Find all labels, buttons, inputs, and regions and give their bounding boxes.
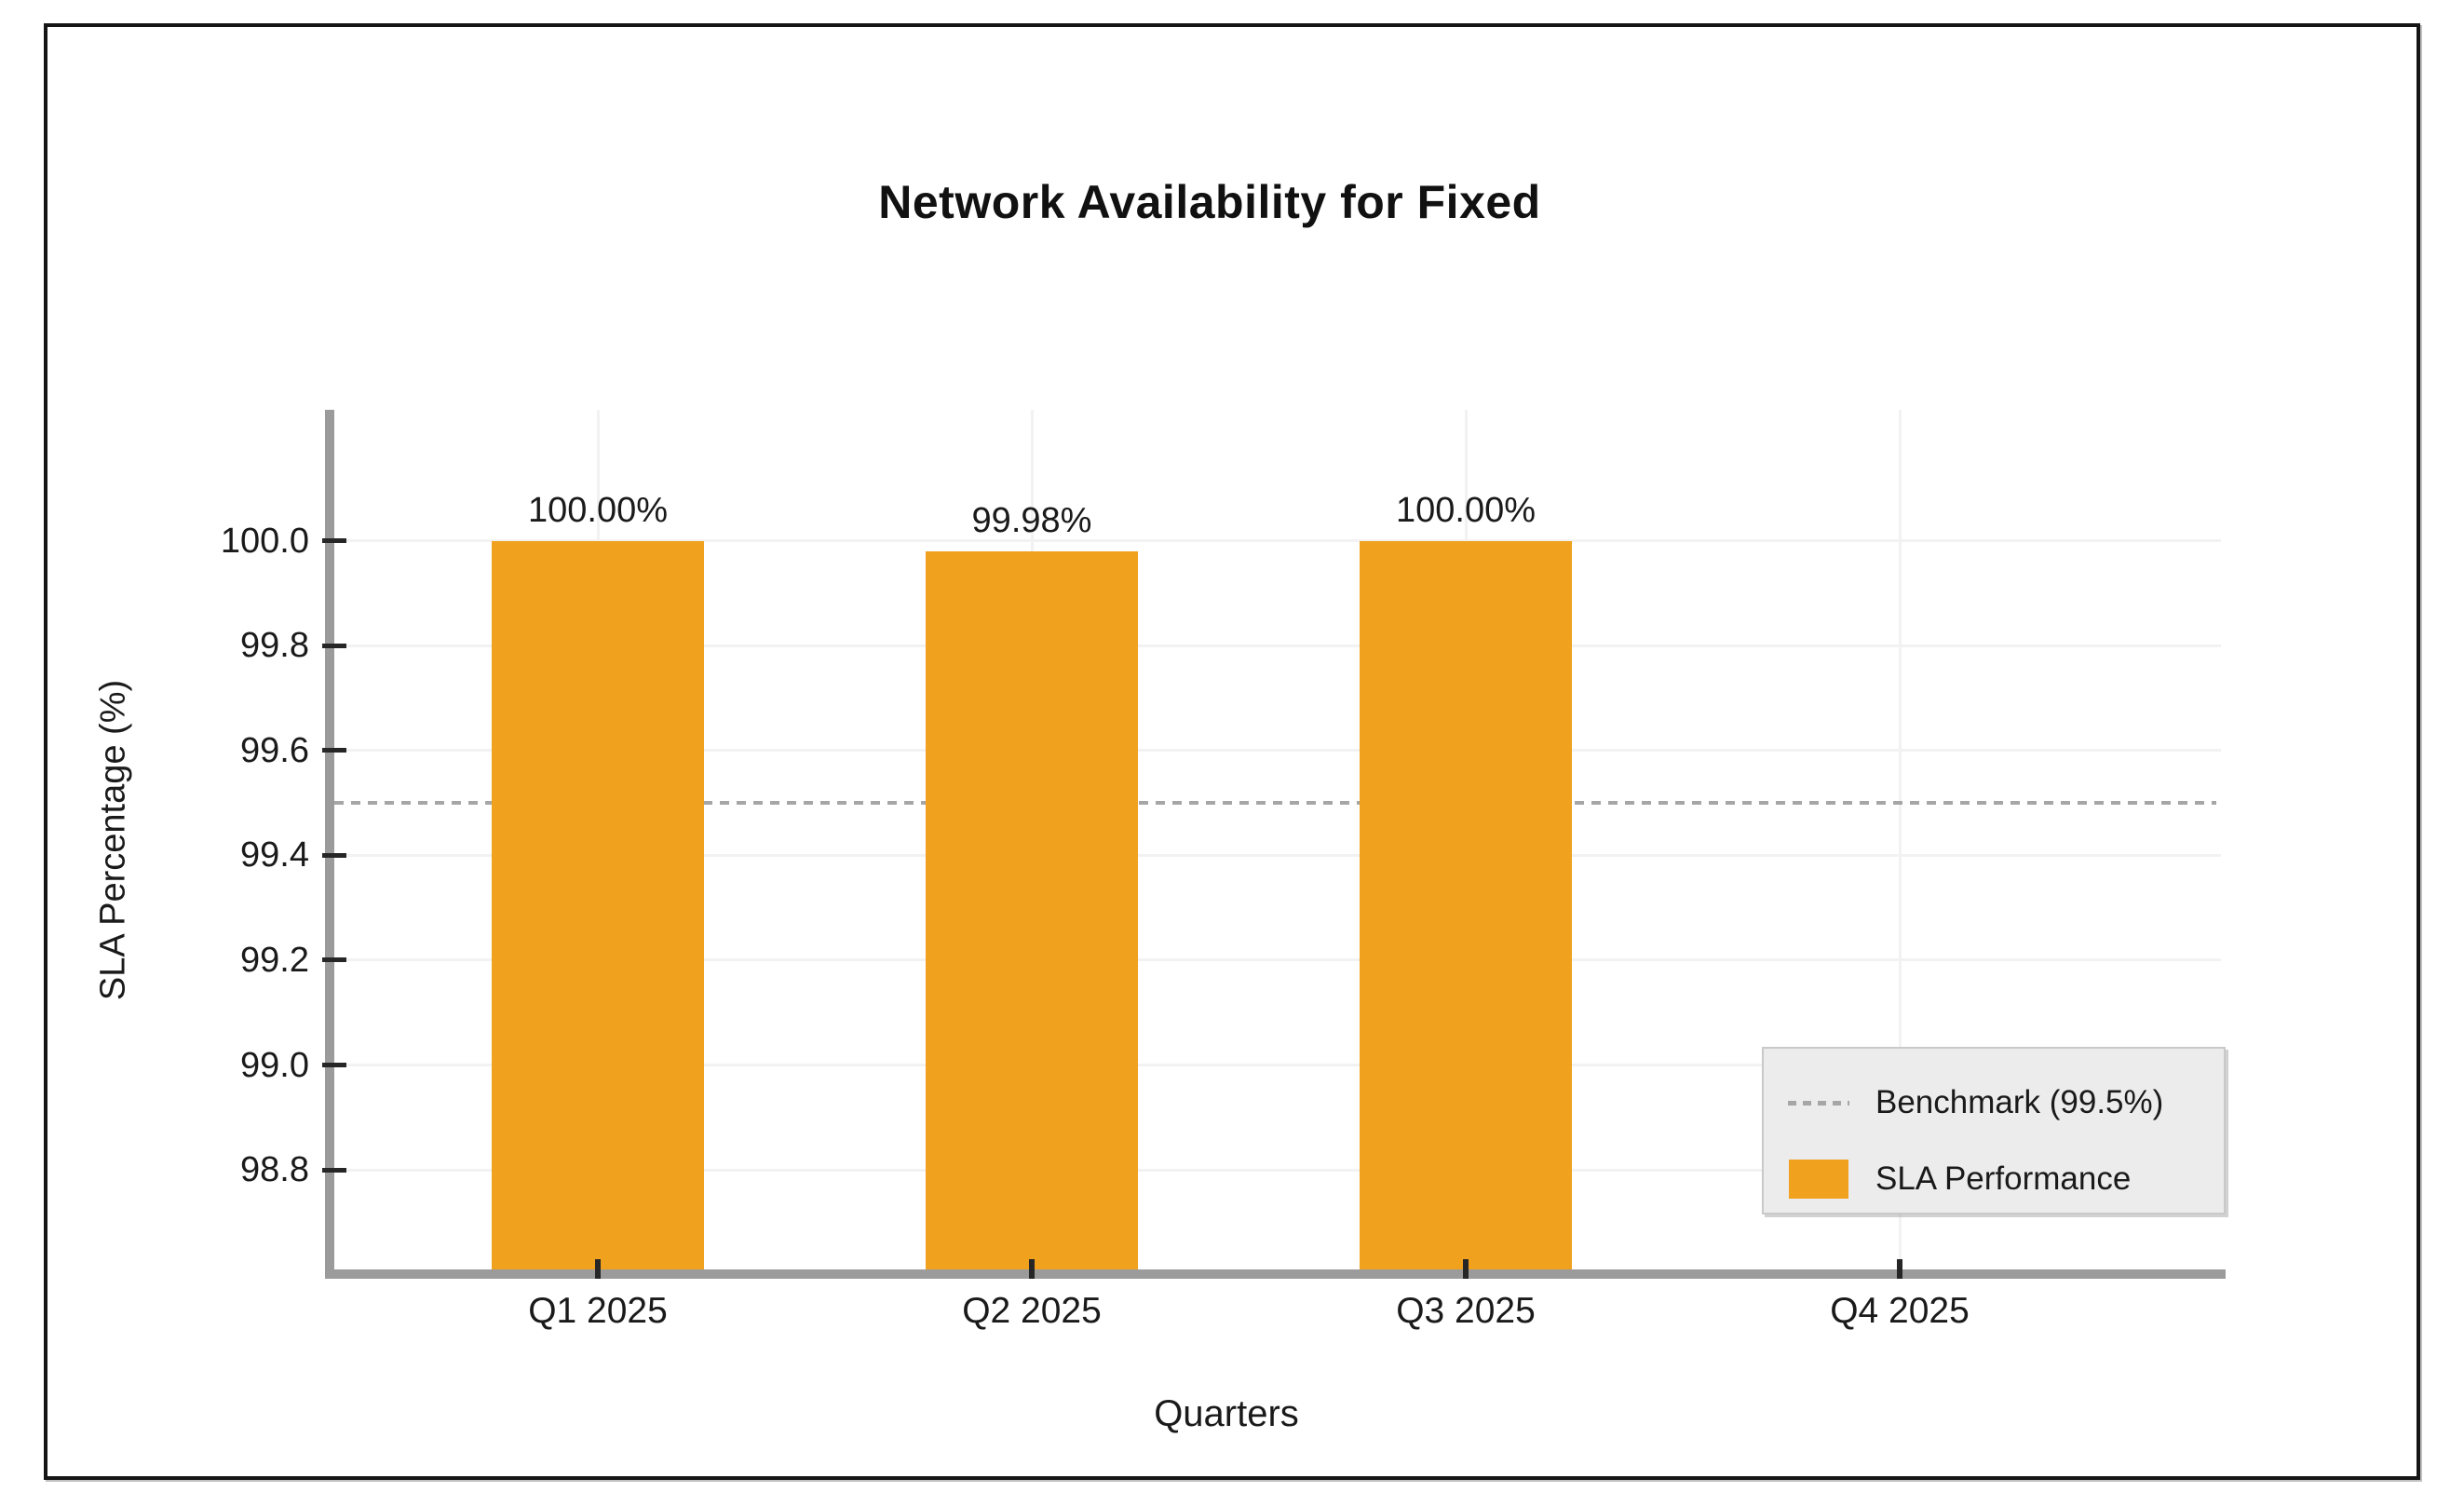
legend-item-sla-performance: SLA Performance <box>1788 1159 2224 1200</box>
bar-value-label: 100.00% <box>527 490 668 530</box>
bar-q2-2025 <box>926 550 1138 1269</box>
x-tick <box>1463 1259 1469 1279</box>
y-tick-label: 99.8 <box>240 626 309 666</box>
y-tick-label: 99.0 <box>240 1045 309 1085</box>
legend-item-benchmark: Benchmark (99.5%) <box>1788 1082 2224 1123</box>
legend-swatch-wrap <box>1788 1160 1849 1199</box>
x-axis-line <box>325 1269 2226 1279</box>
horizontal-gridline <box>334 749 2221 753</box>
legend-label-benchmark: Benchmark (99.5%) <box>1875 1084 2164 1120</box>
legend: Benchmark (99.5%) SLA Performance <box>1762 1047 2226 1214</box>
x-tick-label: Q4 2025 <box>1830 1291 1970 1331</box>
horizontal-gridline <box>334 644 2221 647</box>
y-tick-label: 99.6 <box>240 730 309 770</box>
x-tick <box>595 1259 601 1279</box>
bar-q3-2025 <box>1360 540 1572 1269</box>
y-tick <box>322 748 346 753</box>
legend-swatch-wrap <box>1788 1100 1849 1106</box>
horizontal-gridline <box>334 1064 2221 1066</box>
legend-label-sla-performance: SLA Performance <box>1875 1160 2132 1197</box>
y-tick-label: 99.2 <box>240 940 309 980</box>
x-tick <box>1897 1259 1902 1279</box>
x-axis-label: Quarters <box>1154 1393 1299 1434</box>
chart-frame-border <box>44 23 2420 1480</box>
benchmark-line <box>334 801 2216 806</box>
y-tick <box>322 1167 346 1173</box>
bar-q1-2025 <box>492 540 704 1269</box>
x-tick <box>1029 1259 1035 1279</box>
benchmark-dashed-line-icon <box>1788 1100 1849 1106</box>
vertical-gridline <box>1898 410 1902 1269</box>
horizontal-gridline <box>334 853 2221 857</box>
sla-performance-swatch-icon <box>1789 1160 1848 1199</box>
y-tick-label: 99.4 <box>240 835 309 875</box>
x-tick-label: Q3 2025 <box>1396 1291 1536 1331</box>
y-tick <box>322 1063 346 1067</box>
y-tick <box>322 538 346 544</box>
bar-value-label: 100.00% <box>1395 490 1536 530</box>
chart-title: Network Availability for Fixed <box>878 176 1541 228</box>
y-tick-label: 100.0 <box>220 521 309 561</box>
y-tick-label: 98.8 <box>240 1150 309 1190</box>
x-tick-label: Q1 2025 <box>528 1291 668 1331</box>
horizontal-gridline <box>334 1168 2221 1172</box>
y-axis-line <box>325 410 334 1279</box>
y-tick <box>322 852 346 858</box>
y-tick <box>322 643 346 648</box>
y-tick <box>322 957 346 963</box>
horizontal-gridline <box>334 539 2221 543</box>
horizontal-gridline <box>334 958 2221 962</box>
bar-value-label: 99.98% <box>971 500 1092 540</box>
x-tick-label: Q2 2025 <box>962 1291 1102 1331</box>
